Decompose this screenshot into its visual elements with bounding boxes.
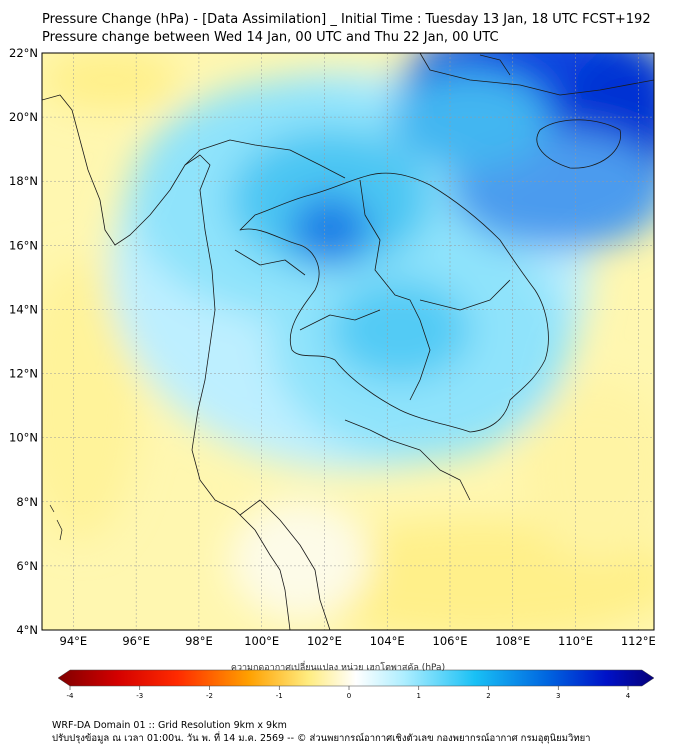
lon-tick-label: 104°E bbox=[370, 634, 405, 648]
colorbar-tick-label: -1 bbox=[276, 692, 283, 700]
lon-tick-label: 112°E bbox=[621, 634, 656, 648]
coastline-and-borders bbox=[42, 53, 654, 630]
footer-domain-info: WRF-DA Domain 01 :: Grid Resolution 9km … bbox=[52, 720, 287, 731]
lat-tick-label: 14°N bbox=[9, 302, 38, 316]
map-title: Pressure Change (hPa) - [Data Assimilati… bbox=[42, 12, 651, 27]
colorbar-tick-label: 3 bbox=[556, 692, 560, 700]
lat-tick-label: 18°N bbox=[9, 174, 38, 188]
lon-tick-label: 106°E bbox=[433, 634, 468, 648]
colorbar-tick-label: -2 bbox=[206, 692, 213, 700]
lat-tick-label: 12°N bbox=[9, 367, 38, 381]
lat-tick-label: 22°N bbox=[9, 46, 38, 60]
lat-tick-label: 20°N bbox=[9, 110, 38, 124]
latitude-labels: 22°N 20°N 18°N 16°N 14°N 12°N 10°N 8°N 6°N 4°N bbox=[9, 46, 38, 637]
lon-tick-label: 98°E bbox=[185, 634, 213, 648]
colorbar-tick-label: 2 bbox=[486, 692, 490, 700]
lat-tick-label: 8°N bbox=[16, 495, 38, 509]
colorbar: -4 -3 -2 -1 0 1 2 3 4 bbox=[57, 669, 655, 700]
map-subtitle: Pressure change between Wed 14 Jan, 00 U… bbox=[42, 30, 499, 45]
colorbar-tick-label: -3 bbox=[136, 692, 143, 700]
lon-tick-label: 108°E bbox=[495, 634, 530, 648]
lon-tick-label: 100°E bbox=[244, 634, 279, 648]
lon-tick-label: 94°E bbox=[60, 634, 88, 648]
lat-tick-label: 4°N bbox=[16, 623, 38, 637]
lat-tick-label: 10°N bbox=[9, 431, 38, 445]
colorbar-tick-label: 4 bbox=[626, 692, 631, 700]
colorbar-tick-label: -4 bbox=[67, 692, 75, 700]
pressure-field bbox=[42, 53, 654, 630]
graticule bbox=[42, 53, 654, 630]
colorbar-label: ความกดอากาศเปลี่ยนแปลง หน่วย เฮกโตพาสคัล… bbox=[230, 663, 446, 673]
colorbar-ticks: -4 -3 -2 -1 0 1 2 3 4 bbox=[67, 686, 631, 700]
longitude-labels: 94°E 96°E 98°E 100°E 102°E 104°E 106°E 108°E 110… bbox=[60, 634, 656, 648]
footer-update-credit: ปรับปรุงข้อมูล ณ เวลา 01:00น. วัน พ. ที่… bbox=[52, 733, 591, 744]
lat-tick-label: 16°N bbox=[9, 238, 38, 252]
colorbar-tick-label: 0 bbox=[347, 692, 351, 700]
colorbar-tick-label: 1 bbox=[417, 692, 421, 700]
lon-tick-label: 96°E bbox=[122, 634, 150, 648]
lat-tick-label: 6°N bbox=[16, 559, 38, 573]
lon-tick-label: 102°E bbox=[307, 634, 342, 648]
lon-tick-label: 110°E bbox=[558, 634, 593, 648]
map-frame bbox=[41, 52, 655, 631]
